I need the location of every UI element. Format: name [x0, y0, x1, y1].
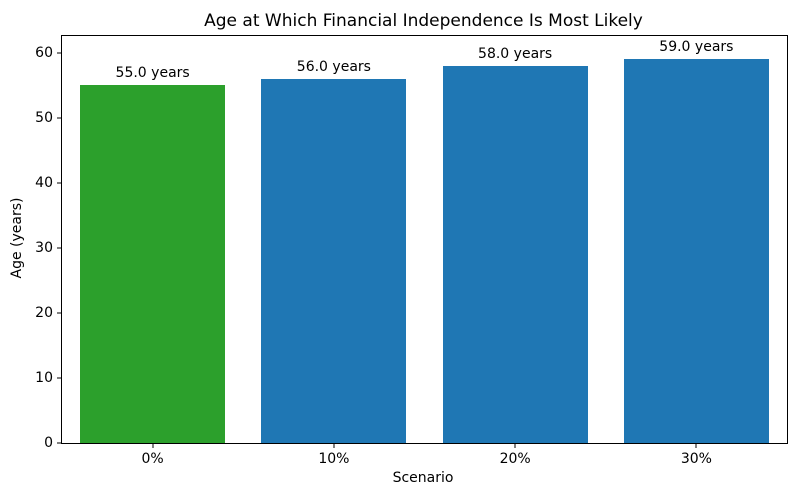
- plot-area: 55.0 years 0% 56.0 years 10% 58.0 years 20% 59…: [35, 35, 788, 467]
- y-tick-mark: [57, 182, 62, 184]
- bar-value-label: 56.0 years: [296, 58, 371, 75]
- y-tick-mark: [57, 117, 62, 119]
- x-tick-mark: [514, 443, 516, 448]
- bar-value-label: 58.0 years: [478, 45, 553, 62]
- y-tick-label: 10: [35, 369, 53, 386]
- bar-value-label: 55.0 years: [115, 65, 190, 82]
- x-tick-label: 0%: [141, 451, 164, 467]
- x-tick-mark: [152, 443, 154, 448]
- x-axis-label: Scenario: [392, 470, 454, 486]
- y-tick-label: 40: [35, 174, 53, 191]
- x-tick-label: 30%: [680, 451, 712, 467]
- y-tick-label: 50: [35, 109, 53, 126]
- bar: [80, 85, 226, 443]
- y-tick-mark: [57, 52, 62, 54]
- y-tick-mark: [57, 247, 62, 249]
- y-tick-label: 60: [35, 44, 53, 61]
- y-tick-label: 30: [35, 239, 53, 256]
- bar-value-label: 59.0 years: [659, 39, 734, 56]
- x-tick-label: 10%: [318, 451, 350, 467]
- bar: [261, 78, 407, 443]
- y-axis-label: Age (years): [9, 197, 25, 279]
- x-tick-label: 20%: [499, 451, 531, 467]
- x-tick-mark: [695, 443, 697, 448]
- x-tick-mark: [333, 443, 335, 448]
- y-tick-mark: [57, 442, 62, 444]
- y-tick-mark: [57, 312, 62, 314]
- bar: [442, 65, 588, 443]
- y-tick-mark: [57, 377, 62, 379]
- y-tick-label: 0: [44, 435, 53, 451]
- y-tick-label: 20: [35, 304, 53, 321]
- chart-title: Age at Which Financial Independence Is M…: [204, 11, 643, 31]
- bar: [623, 59, 769, 443]
